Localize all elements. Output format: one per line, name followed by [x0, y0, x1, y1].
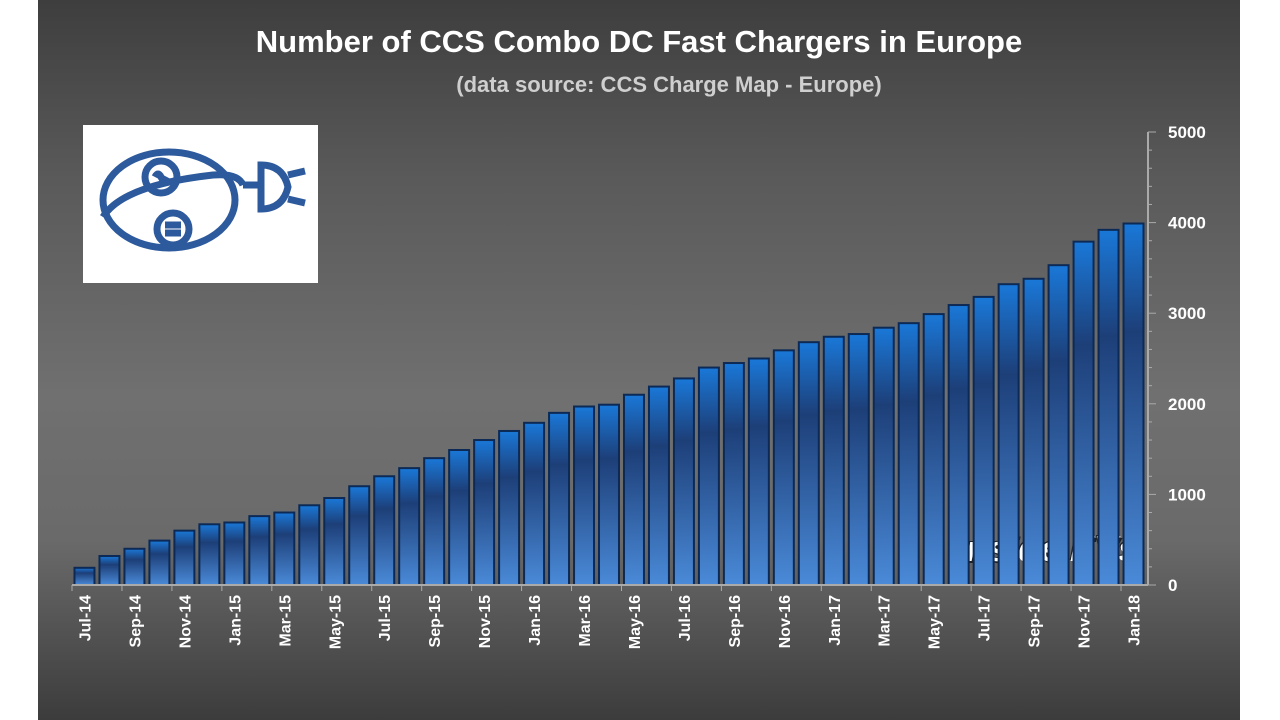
x-tick-label: May-17 — [927, 595, 944, 649]
x-tick-label: Jul-15 — [377, 595, 394, 641]
bar-May-17 — [922, 313, 945, 586]
y-tick-label: 0 — [1168, 576, 1177, 595]
bar-Sep-14 — [123, 547, 146, 587]
y-tick-label: 1000 — [1168, 485, 1206, 504]
bar-Oct-15 — [448, 449, 471, 587]
bar-Jun-17 — [947, 304, 970, 586]
bar-Jul-15 — [373, 475, 396, 586]
x-tick-label: Nov-15 — [477, 595, 494, 648]
x-tick-label: Jul-17 — [977, 595, 994, 641]
x-tick-label: Jan-15 — [227, 595, 244, 646]
x-tick-label: Nov-17 — [1077, 595, 1094, 648]
x-tick-label: Nov-16 — [777, 595, 794, 648]
bar-Apr-16 — [598, 403, 620, 586]
bar-Aug-15 — [398, 467, 421, 587]
bar-Aug-17 — [997, 283, 1020, 586]
y-tick-label: 2000 — [1168, 395, 1206, 414]
bar-Apr-15 — [298, 504, 321, 586]
bar-Dec-16 — [797, 341, 820, 586]
bar-Jul-14 — [73, 566, 96, 587]
x-tick-label: Jan-16 — [527, 595, 544, 646]
bar-Apr-17 — [897, 322, 920, 586]
bar-Aug-14 — [98, 555, 121, 586]
bar-Jan-17 — [822, 335, 845, 587]
x-tick-label: Jul-16 — [677, 595, 694, 641]
bar-Jun-16 — [647, 385, 670, 586]
x-tick-label: Jan-17 — [827, 595, 844, 646]
bar-Dec-17 — [1097, 228, 1120, 587]
bar-May-15 — [323, 497, 346, 586]
x-tick-label: Mar-17 — [877, 595, 894, 647]
bar-Feb-15 — [248, 515, 271, 586]
chart-subtitle: (data source: CCS Charge Map - Europe) — [456, 72, 882, 97]
bar-Jun-15 — [348, 485, 371, 586]
bar-Jul-16 — [672, 377, 695, 586]
bar-Aug-16 — [697, 366, 720, 586]
bar-Dec-14 — [198, 523, 221, 586]
x-tick-label: Sep-17 — [1027, 595, 1044, 648]
x-tick-label: Jul-14 — [77, 595, 94, 641]
bar-Nov-17 — [1072, 240, 1095, 586]
charger-logo — [83, 125, 318, 283]
x-tick-label: Sep-15 — [427, 595, 444, 648]
bar-Sep-16 — [722, 362, 745, 586]
bar-Nov-16 — [772, 349, 795, 587]
plug-globe-icon — [99, 148, 306, 252]
bar-Dec-15 — [498, 429, 521, 587]
bar-May-16 — [622, 393, 645, 586]
x-tick-label: Sep-14 — [127, 595, 144, 648]
x-tick-label: May-15 — [327, 595, 344, 649]
bar-Oct-16 — [747, 357, 770, 586]
bar-Jan-18 — [1122, 222, 1145, 586]
bar-Oct-17 — [1047, 264, 1070, 586]
bar-Mar-15 — [273, 511, 296, 587]
x-tick-label: Sep-16 — [727, 595, 744, 648]
y-tick-label: 3000 — [1168, 304, 1206, 323]
bar-Feb-17 — [847, 333, 870, 586]
bar-Jul-17 — [972, 295, 995, 586]
bar-Jan-15 — [223, 521, 246, 587]
bar-Feb-16 — [548, 411, 571, 586]
bar-Oct-14 — [148, 539, 171, 587]
x-tick-label: Mar-16 — [577, 595, 594, 647]
bar-Mar-16 — [573, 405, 596, 586]
x-tick-label: Mar-15 — [277, 595, 294, 647]
y-tick-label: 4000 — [1168, 214, 1206, 233]
x-tick-label: Nov-14 — [177, 595, 194, 648]
bar-Mar-17 — [872, 326, 895, 586]
bar-Sep-17 — [1022, 277, 1045, 586]
bar-Nov-14 — [173, 529, 196, 587]
bar-Nov-15 — [473, 439, 496, 587]
chart-title: Number of CCS Combo DC Fast Chargers in … — [255, 24, 1023, 59]
x-tick-label: Jan-18 — [1127, 595, 1144, 646]
y-tick-label: 5000 — [1168, 123, 1206, 142]
bar-Sep-15 — [423, 457, 446, 586]
x-tick-label: May-16 — [627, 595, 644, 649]
bar-Jan-16 — [523, 421, 546, 586]
